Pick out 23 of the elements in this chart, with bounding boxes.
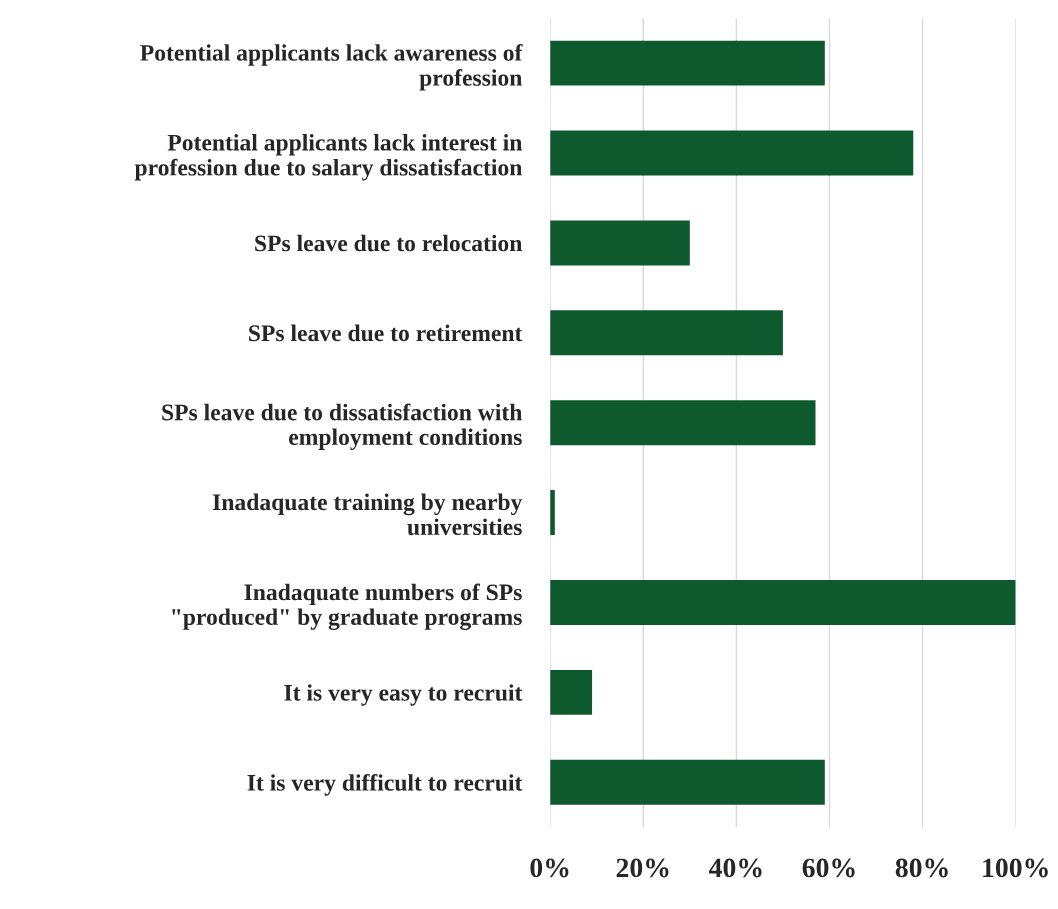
y-tick-label: Potential applicants lack awareness of profession [140,43,523,91]
bar [550,579,1016,625]
y-tick-label: SPs leave due to retirement [249,324,523,342]
bar [550,220,690,266]
x-tick-label: 100% [983,858,1048,878]
y-tick-label: It is very easy to recruit [284,684,523,706]
bar [550,400,816,446]
bar [550,759,825,805]
x-tick-label: 80% [895,858,948,878]
y-tick-label: SPs leave due to relocation [255,234,523,252]
y-tick-label: Potential applicants lack interest in profession due to salary dissatisfaction [134,134,523,181]
x-tick-label: 60% [802,858,855,878]
y-tick-label: Inadaquate numbers of SPs "produced" by graduate programs [172,583,522,630]
bar [550,40,825,86]
x-tick-label: 0% [530,858,569,878]
bar [550,669,593,715]
bar [550,130,914,176]
bar [550,310,783,356]
x-tick-label: 20% [616,858,669,878]
y-tick-label: SPs leave due to dissatisfaction with employment conditions [162,403,523,450]
x-tick-label: 40% [708,858,762,878]
y-tick-label: Inadaquate training by nearby universities [212,493,523,536]
y-tick-label: It is very difficult to recruit [247,773,523,796]
